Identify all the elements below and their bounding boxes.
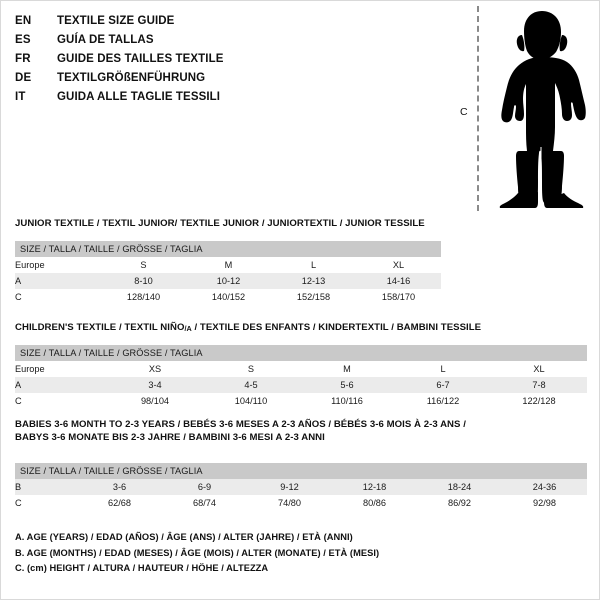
cell-value: 18-24 <box>417 479 502 495</box>
table-band-row: SIZE / TALLA / TAILLE / GRÖSSE / TAGLIA <box>15 463 588 479</box>
babies-size-table: SIZE / TALLA / TAILLE / GRÖSSE / TAGLIA … <box>15 463 588 511</box>
cell-value: 116/122 <box>395 393 491 409</box>
language-code: ES <box>15 34 31 46</box>
table-row: B 3-6 6-9 9-12 12-18 18-24 24-36 <box>15 479 588 495</box>
cell-value: 24-36 <box>502 479 588 495</box>
cell-value: M <box>299 361 395 377</box>
cell-value: 3-6 <box>77 479 162 495</box>
cell-value: 6-7 <box>395 377 491 393</box>
table-row: A 8-10 10-12 12-13 14-16 <box>15 273 442 289</box>
language-row-de: DE TEXTILGRÖßENFÜHRUNG <box>15 72 315 91</box>
language-code: DE <box>15 72 32 84</box>
language-row-en: EN TEXTILE SIZE GUIDE <box>15 15 315 34</box>
language-code: EN <box>15 15 32 27</box>
cell-value: 8-10 <box>101 273 186 289</box>
cell-value: 158/170 <box>356 289 442 305</box>
table-row: C 62/68 68/74 74/80 80/86 86/92 92/98 <box>15 495 588 511</box>
table-row: C 98/104 104/110 110/116 116/122 122/128 <box>15 393 588 409</box>
cell-value: 140/152 <box>186 289 271 305</box>
cell-value: 6-9 <box>162 479 247 495</box>
table-band-row: SIZE / TALLA / TAILLE / GRÖSSE / TAGLIA <box>15 241 442 257</box>
table-row: A 3-4 4-5 5-6 6-7 7-8 <box>15 377 588 393</box>
cell-value: 74/80 <box>247 495 332 511</box>
table-band-row: SIZE / TALLA / TAILLE / GRÖSSE / TAGLIA <box>15 345 588 361</box>
row-label: A <box>15 273 101 289</box>
cell-value: XS <box>107 361 203 377</box>
row-label: C <box>15 495 77 511</box>
cell-value: 4-5 <box>203 377 299 393</box>
row-label: C <box>15 393 107 409</box>
row-label: A <box>15 377 107 393</box>
cell-value: 86/92 <box>417 495 502 511</box>
cell-value: 152/158 <box>271 289 356 305</box>
junior-table-title: JUNIOR TEXTILE / TEXTIL JUNIOR/ TEXTILE … <box>15 218 425 229</box>
children-title-rest: / TEXTILE DES ENFANTS / KINDERTEXTIL / B… <box>191 322 482 333</box>
language-row-es: ES GUÍA DE TALLAS <box>15 34 315 53</box>
cell-value: 110/116 <box>299 393 395 409</box>
legend-line-a: A. AGE (YEARS) / EDAD (AÑOS) / ÂGE (ANS)… <box>15 532 353 542</box>
babies-table-title: BABIES 3-6 MONTH TO 2-3 YEARS / BEBÉS 3-… <box>15 418 466 444</box>
cell-value: 9-12 <box>247 479 332 495</box>
size-band-label: SIZE / TALLA / TAILLE / GRÖSSE / TAGLIA <box>15 345 588 361</box>
row-label: B <box>15 479 77 495</box>
cell-value: 128/140 <box>101 289 186 305</box>
height-measurement-figure: C <box>441 1 600 216</box>
language-title: GUIDE DES TAILLES TEXTILE <box>57 53 224 65</box>
cell-value: 5-6 <box>299 377 395 393</box>
size-band-label: SIZE / TALLA / TAILLE / GRÖSSE / TAGLIA <box>15 241 442 257</box>
cell-value: 12-18 <box>332 479 417 495</box>
cell-value: 3-4 <box>107 377 203 393</box>
children-table-title: CHILDREN'S TEXTILE / TEXTIL NIÑO/A / TEX… <box>15 321 481 335</box>
cell-value: 80/86 <box>332 495 417 511</box>
babies-title-line-1: BABIES 3-6 MONTH TO 2-3 YEARS / BEBÉS 3-… <box>15 419 466 430</box>
legend-footer: A. AGE (YEARS) / EDAD (AÑOS) / ÂGE (ANS)… <box>15 530 575 577</box>
cell-value: 98/104 <box>107 393 203 409</box>
cell-value: S <box>101 257 186 273</box>
cell-value: M <box>186 257 271 273</box>
cell-value: 62/68 <box>77 495 162 511</box>
row-label: C <box>15 289 101 305</box>
children-size-table: SIZE / TALLA / TAILLE / GRÖSSE / TAGLIA … <box>15 345 588 409</box>
cell-value: 14-16 <box>356 273 442 289</box>
toddler-silhouette-icon <box>499 11 586 209</box>
children-title-subscript: /A <box>184 324 192 333</box>
row-label: Europe <box>15 361 107 377</box>
language-code: IT <box>15 91 26 103</box>
cell-value: 122/128 <box>491 393 588 409</box>
cell-value: 7-8 <box>491 377 588 393</box>
language-row-fr: FR GUIDE DES TAILLES TEXTILE <box>15 53 315 72</box>
legend-line-b: B. AGE (MONTHS) / EDAD (MESES) / ÂGE (MO… <box>15 547 380 558</box>
height-dashed-line <box>477 6 479 211</box>
language-title: TEXTILE SIZE GUIDE <box>57 15 175 27</box>
cell-value: XL <box>356 257 442 273</box>
language-title-block: EN TEXTILE SIZE GUIDE ES GUÍA DE TALLAS … <box>15 15 315 110</box>
cell-value: 10-12 <box>186 273 271 289</box>
children-title-main: CHILDREN'S TEXTILE / TEXTIL NIÑO <box>15 322 185 333</box>
language-row-it: IT GUIDA ALLE TAGLIE TESSILI <box>15 91 315 110</box>
babies-title-line-2: BABYS 3-6 MONATE BIS 2-3 JAHRE / BAMBINI… <box>15 432 325 443</box>
junior-size-table: SIZE / TALLA / TAILLE / GRÖSSE / TAGLIA … <box>15 241 442 305</box>
cell-value: L <box>271 257 356 273</box>
cell-value: 68/74 <box>162 495 247 511</box>
cell-value: 12-13 <box>271 273 356 289</box>
cell-value: S <box>203 361 299 377</box>
language-title: TEXTILGRÖßENFÜHRUNG <box>57 72 206 84</box>
row-label: Europe <box>15 257 101 273</box>
cell-value: 92/98 <box>502 495 588 511</box>
language-title: GUIDA ALLE TAGLIE TESSILI <box>57 91 221 103</box>
height-dimension-label: C <box>460 106 468 118</box>
cell-value: L <box>395 361 491 377</box>
cell-value: 104/110 <box>203 393 299 409</box>
language-code: FR <box>15 53 31 65</box>
language-title: GUÍA DE TALLAS <box>57 34 154 46</box>
table-row: C 128/140 140/152 152/158 158/170 <box>15 289 442 305</box>
cell-value: XL <box>491 361 588 377</box>
table-row: Europe S M L XL <box>15 257 442 273</box>
size-band-label: SIZE / TALLA / TAILLE / GRÖSSE / TAGLIA <box>15 463 588 479</box>
legend-line-c: C. (cm) HEIGHT / ALTURA / HAUTEUR / HÖHE… <box>15 563 269 573</box>
table-row: Europe XS S M L XL <box>15 361 588 377</box>
